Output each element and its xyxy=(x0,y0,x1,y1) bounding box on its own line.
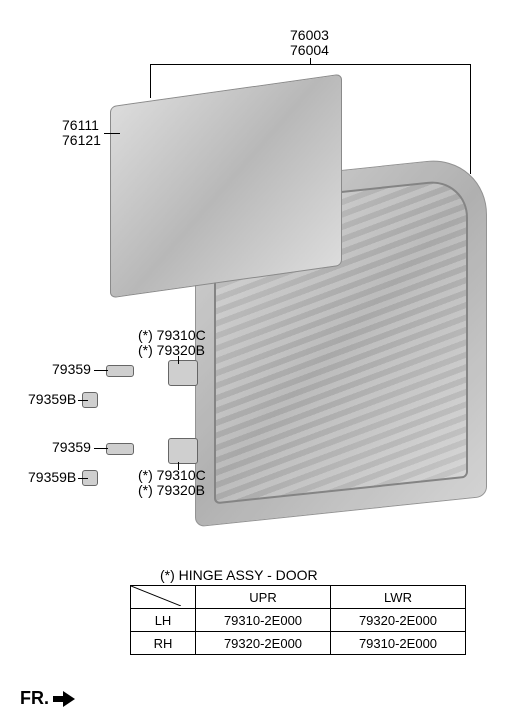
callout-nut-lower: 79359B xyxy=(28,470,76,485)
table-corner-cell xyxy=(131,586,196,609)
callout-outer-panel-pn2: 76121 xyxy=(62,133,101,148)
asterisk: (*) xyxy=(138,342,153,358)
callout-hinge-lower-pn1: 79310C xyxy=(157,467,206,483)
table-row-label-lh: LH xyxy=(131,609,196,632)
callout-hinge-upper: (*) 79310C (*) 79320B xyxy=(138,328,206,359)
callout-outer-panel: 76111 76121 xyxy=(62,118,101,149)
callout-top: 76003 76004 xyxy=(290,28,329,59)
leader-line xyxy=(78,400,88,401)
callout-nut-upper: 79359B xyxy=(28,392,76,407)
callout-top-pn1: 76003 xyxy=(290,28,329,43)
callout-hinge-lower: (*) 79310C (*) 79320B xyxy=(138,468,206,499)
leader-line xyxy=(178,356,179,364)
leader-line xyxy=(94,370,108,371)
asterisk: (*) xyxy=(138,482,153,498)
leader-line xyxy=(150,64,151,98)
table-row: RH 79320-2E000 79310-2E000 xyxy=(131,632,466,655)
callout-bolt-upper: 79359 xyxy=(52,362,91,377)
asterisk: (*) xyxy=(138,327,153,343)
table-cell: 79310-2E000 xyxy=(331,632,466,655)
leader-line xyxy=(470,64,471,174)
hinge-upper-illustration xyxy=(168,360,198,386)
table-header-upr: UPR xyxy=(196,586,331,609)
bolt-lower-illustration xyxy=(106,443,134,455)
table-cell: 79320-2E000 xyxy=(331,609,466,632)
callout-bolt-lower: 79359 xyxy=(52,440,91,455)
bolt-upper-illustration xyxy=(106,365,134,377)
table-row: UPR LWR xyxy=(131,586,466,609)
hinge-lower-illustration xyxy=(168,438,198,464)
leader-line xyxy=(94,448,108,449)
table-header-lwr: LWR xyxy=(331,586,466,609)
table-row: LH 79310-2E000 79320-2E000 xyxy=(131,609,466,632)
arrow-icon xyxy=(53,691,75,707)
hinge-assy-table: UPR LWR LH 79310-2E000 79320-2E000 RH 79… xyxy=(130,585,466,655)
table-title: (*) HINGE ASSY - DOOR xyxy=(160,567,318,583)
table-row-label-rh: RH xyxy=(131,632,196,655)
callout-hinge-upper-pn2: 79320B xyxy=(157,342,205,358)
front-direction-indicator: FR. xyxy=(20,688,75,709)
callout-top-pn2: 76004 xyxy=(290,43,329,58)
asterisk: (*) xyxy=(138,467,153,483)
leader-line xyxy=(104,133,120,134)
table-cell: 79320-2E000 xyxy=(196,632,331,655)
fr-label: FR. xyxy=(20,688,49,709)
callout-hinge-lower-pn2: 79320B xyxy=(157,482,205,498)
door-outer-panel-illustration xyxy=(110,74,342,299)
leader-line xyxy=(178,462,179,470)
leader-line xyxy=(150,64,470,65)
table-cell: 79310-2E000 xyxy=(196,609,331,632)
leader-line xyxy=(310,58,311,64)
leader-line xyxy=(78,478,88,479)
callout-hinge-upper-pn1: 79310C xyxy=(157,327,206,343)
callout-outer-panel-pn1: 76111 xyxy=(62,118,101,133)
